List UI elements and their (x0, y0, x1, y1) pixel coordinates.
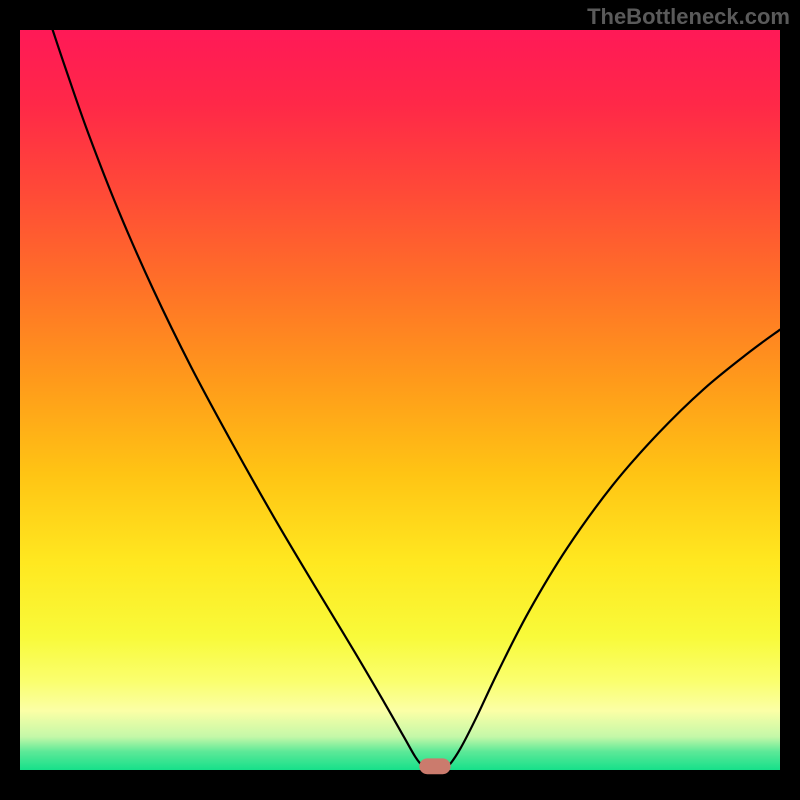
bottleneck-chart: TheBottleneck.com (0, 0, 800, 800)
minimum-marker (420, 759, 450, 774)
chart-svg (0, 0, 800, 800)
plot-background-gradient (20, 30, 780, 770)
watermark-text: TheBottleneck.com (587, 4, 790, 30)
